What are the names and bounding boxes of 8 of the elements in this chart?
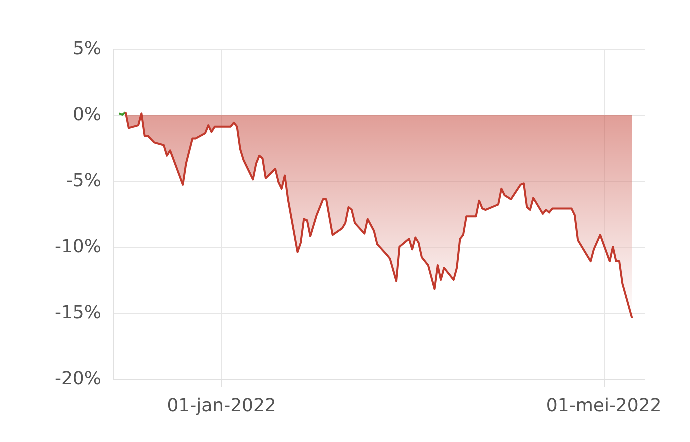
y-tick-label: 0% [72, 104, 102, 126]
y-tick-label: 5% [72, 38, 102, 60]
y-tick-label: -5% [66, 170, 102, 192]
y-tick-label: -15% [54, 302, 102, 324]
y-tick-label: -10% [54, 236, 102, 258]
y-tick-label: -20% [54, 368, 102, 390]
x-tick-label: 01-mei-2022 [546, 396, 662, 416]
x-tick-label: 01-jan-2022 [167, 396, 276, 416]
